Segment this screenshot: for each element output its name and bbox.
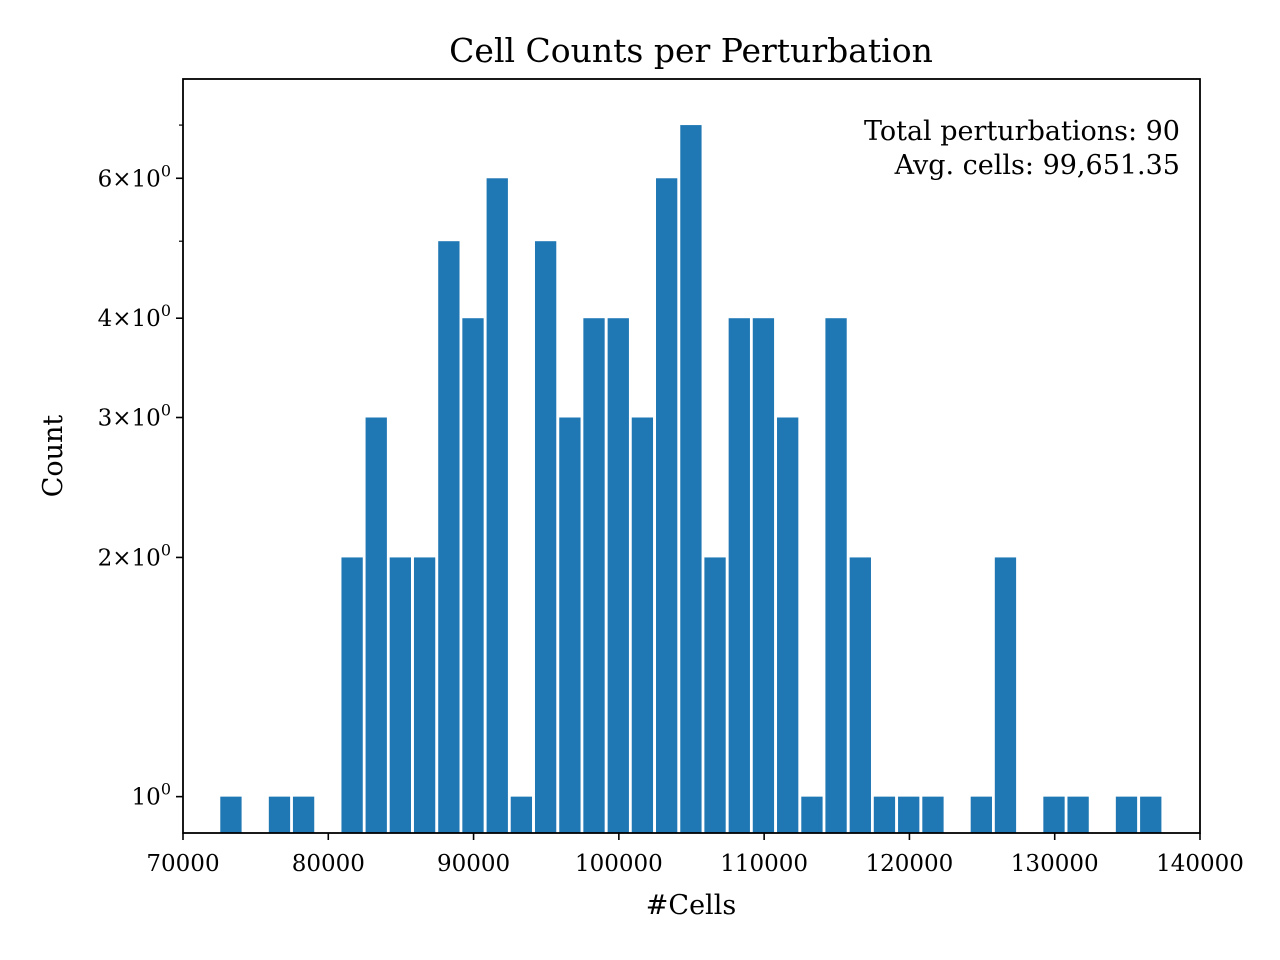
x-tick-label: 80000 (292, 851, 365, 877)
histogram-bar-32 (1115, 796, 1138, 833)
histogram-bar-7 (438, 241, 460, 833)
histogram-bar-11 (534, 241, 557, 833)
y-tick-label-exponent: 0 (161, 540, 171, 559)
x-tick-label: 100000 (575, 851, 663, 877)
histogram-bar-28 (970, 796, 992, 833)
x-tick-label: 120000 (866, 851, 954, 877)
histogram-bar-2 (292, 796, 315, 833)
histogram-bar-26 (898, 796, 920, 833)
y-tick-label-base: 10 (132, 785, 161, 811)
histogram-bar-3 (341, 557, 363, 833)
histogram-bar-30 (1043, 796, 1065, 833)
histogram-bar-8 (462, 318, 484, 834)
histogram-bar-10 (510, 796, 533, 833)
y-tick-label-exponent: 0 (161, 161, 171, 180)
y-tick-label-base: 2×10 (98, 545, 161, 571)
chart-title: Cell Counts per Perturbation (449, 31, 933, 70)
x-tick-label: 70000 (146, 851, 219, 877)
histogram-bar-0 (220, 796, 242, 833)
histogram-bar-22 (801, 796, 823, 833)
y-tick-label: 2×100 (98, 540, 171, 571)
histogram-bar-1 (268, 796, 291, 833)
histogram-bar-24 (849, 557, 871, 833)
histogram-bar-25 (873, 796, 896, 833)
bars-layer (220, 125, 1162, 834)
histogram-bar-18 (704, 557, 726, 833)
histogram-bar-12 (559, 417, 581, 833)
x-axis-ticks: 70000 80000 90000 100000 110000 120000 130000 1… (146, 833, 1244, 877)
y-tick-label: 4×100 (98, 301, 171, 332)
histogram-bar-31 (1067, 796, 1089, 833)
y-axis-label: Count (38, 415, 69, 498)
y-tick-label-exponent: 0 (161, 400, 171, 419)
x-axis-label: #Cells (646, 890, 736, 921)
y-tick-label: 3×100 (98, 400, 171, 431)
histogram-bar-6 (413, 557, 436, 833)
histogram-bar-16 (656, 178, 678, 833)
y-tick-label: 100 (132, 780, 171, 811)
annotation-average-cells: Avg. cells: 99,651.35 (894, 150, 1180, 181)
y-tick-label-exponent: 0 (161, 301, 171, 320)
y-tick-label-exponent: 0 (161, 780, 171, 799)
histogram-bar-9 (486, 178, 508, 833)
histogram-bar-23 (825, 318, 847, 834)
histogram-bar-21 (777, 417, 799, 833)
histogram-bar-17 (680, 125, 702, 833)
plot-frame (182, 78, 1201, 834)
y-tick-label-base: 6×10 (98, 166, 161, 192)
histogram-bar-5 (389, 557, 411, 833)
histogram-bar-13 (583, 318, 605, 834)
x-tick-label: 110000 (720, 851, 808, 877)
histogram-bar-33 (1140, 796, 1162, 833)
histogram-bar-15 (631, 417, 654, 833)
histogram-bar-27 (922, 796, 944, 833)
histogram-bar-4 (365, 417, 387, 833)
annotation-total-perturbations: Total perturbations: 90 (864, 116, 1180, 147)
y-tick-label-base: 3×10 (98, 405, 161, 431)
histogram-bar-14 (607, 318, 629, 834)
histogram-bar-29 (994, 557, 1017, 833)
y-tick-label: 6×100 (98, 161, 171, 192)
x-tick-label: 130000 (1011, 851, 1099, 877)
histogram-bar-20 (752, 318, 775, 834)
x-tick-label: 140000 (1156, 851, 1244, 877)
y-tick-label-base: 4×10 (98, 306, 161, 332)
histogram-bar-19 (728, 318, 750, 834)
x-tick-label: 90000 (437, 851, 510, 877)
